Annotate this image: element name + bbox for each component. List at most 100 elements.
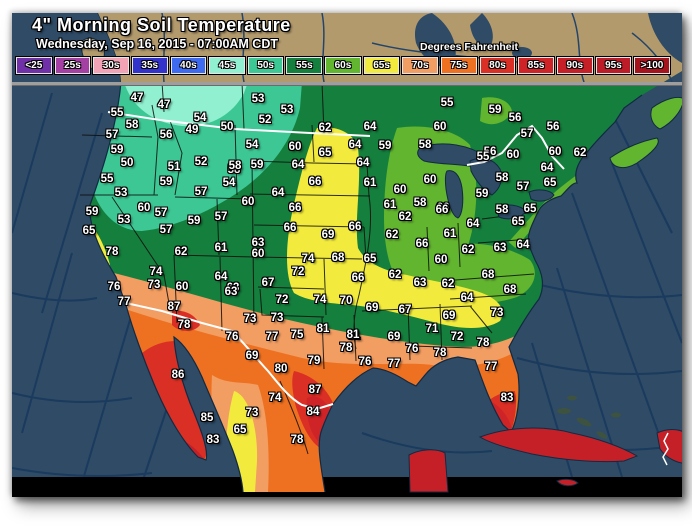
temp-label: 69	[365, 302, 379, 314]
temp-label: 79	[307, 355, 321, 367]
temp-label: 66	[348, 221, 362, 233]
temp-label: 47	[157, 99, 171, 111]
temp-label: 77	[265, 331, 279, 343]
temp-label: 57	[516, 181, 530, 193]
great-lakes	[417, 143, 555, 220]
temp-label: 76	[358, 356, 372, 368]
legend-item: 85s	[517, 56, 555, 75]
legend-item: 75s	[440, 56, 478, 75]
temp-label: 78	[476, 337, 490, 349]
temp-label: 62	[318, 122, 332, 134]
temp-label: 60	[241, 196, 255, 208]
temp-label: 64	[460, 292, 474, 304]
temp-label: 61	[214, 242, 228, 254]
temp-label: 63	[224, 286, 238, 298]
temp-label: 74	[301, 253, 315, 265]
temp-label: 62	[385, 229, 399, 241]
temp-label: 58	[495, 204, 509, 216]
map-datetime: Wednesday, Sep 16, 2015 - 07:00AM CDT	[36, 37, 278, 51]
temp-label: 69	[321, 229, 335, 241]
temp-label: 59	[488, 104, 502, 116]
temp-label: 60	[506, 149, 520, 161]
temp-label: 67	[398, 304, 412, 316]
temp-label: 76	[225, 331, 239, 343]
temp-label: 64	[271, 187, 285, 199]
legend-item: 95s	[594, 56, 633, 75]
temp-label: 78	[177, 319, 191, 331]
temp-label: 55	[476, 151, 490, 163]
temp-label: 59	[475, 188, 489, 200]
temp-label: 56	[508, 112, 522, 124]
temp-label: 50	[220, 121, 234, 133]
legend-item-label: 50s	[257, 60, 274, 71]
temp-label: 78	[433, 347, 447, 359]
legend-item: 70s	[401, 56, 440, 75]
temp-label: 56	[483, 146, 497, 158]
legend-item-label: 85s	[527, 60, 545, 71]
temp-label: 57	[154, 207, 168, 219]
temp-label: 74	[149, 266, 163, 278]
legend-item-label: 30s	[102, 60, 120, 71]
legend-item: 60s	[324, 56, 362, 75]
temp-label: 71	[425, 323, 439, 335]
legend-item-label: 35s	[141, 60, 159, 71]
temp-label: 64	[540, 162, 554, 174]
legend-item-label: 80s	[489, 60, 506, 71]
temp-label: 78	[290, 434, 304, 446]
temp-label: 65	[523, 203, 537, 215]
legend-item: 65s	[362, 56, 401, 75]
legend-item-label: 55s	[295, 60, 313, 71]
temp-label: 60	[137, 202, 151, 214]
temp-label: 62	[174, 246, 188, 258]
temp-label: 54	[193, 112, 207, 124]
temp-label: 87	[167, 301, 181, 313]
temperature-legend: <25 25s 30s 35s 40s 45s 50s 55s 60s 65s 70s 75s 80s 8…	[15, 56, 671, 75]
temp-label: 65	[511, 216, 525, 228]
temp-label: 60	[548, 146, 562, 158]
bahamas	[557, 395, 621, 439]
temp-label: 60	[433, 121, 447, 133]
temp-label: 63	[226, 282, 240, 294]
temp-label: 64	[356, 157, 370, 169]
legend-item-label: 90s	[566, 60, 584, 71]
temp-label: 58	[495, 172, 509, 184]
temp-label: 69	[245, 350, 259, 362]
temp-label: 65	[363, 253, 377, 265]
coastline	[89, 13, 643, 493]
temp-label: 75	[290, 329, 304, 341]
temp-label: 77	[117, 296, 131, 308]
temp-label: 66	[288, 202, 302, 214]
temp-label: 66	[308, 176, 322, 188]
legend-item-label: 45s	[218, 60, 236, 71]
legend-item: 50s	[246, 56, 285, 75]
temp-label: 54	[222, 177, 236, 189]
temp-label: 66	[351, 272, 365, 284]
temp-label: 65	[543, 177, 557, 189]
temp-label: 51	[167, 161, 181, 173]
temp-label: 55	[100, 173, 114, 185]
temp-label: 78	[105, 246, 119, 258]
temp-label: 60	[175, 281, 189, 293]
legend-item: 90s	[555, 56, 594, 75]
temp-label: 80	[274, 363, 288, 375]
temp-label: 53	[117, 214, 131, 226]
temp-label: 64	[291, 159, 305, 171]
temp-label: 76	[107, 281, 121, 293]
temp-label: 53	[280, 104, 294, 116]
temp-label: 62	[573, 147, 587, 159]
temp-label: 85	[200, 412, 214, 424]
legend-item: >100	[633, 56, 671, 75]
temp-label: 74	[313, 294, 327, 306]
temp-label: 60	[288, 141, 302, 153]
temp-label: 83	[206, 434, 220, 446]
temp-label: 49	[185, 124, 199, 136]
temp-label: 56	[159, 129, 173, 141]
temp-label: 62	[461, 244, 475, 256]
temp-label: 77	[387, 358, 401, 370]
temp-label: 64	[466, 218, 480, 230]
temp-label: 64	[363, 121, 377, 133]
temp-label: 59	[250, 159, 264, 171]
temp-label: 73	[147, 279, 161, 291]
temp-label: 68	[331, 252, 345, 264]
